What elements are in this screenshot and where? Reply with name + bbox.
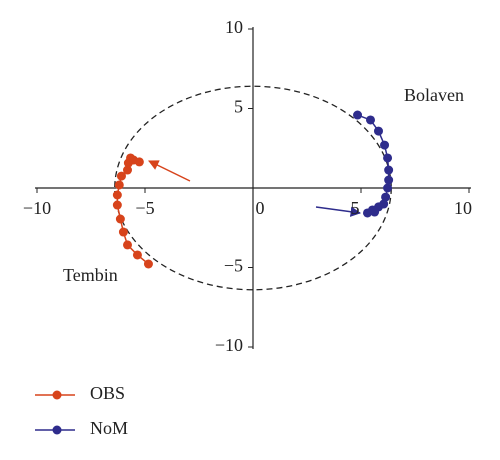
point: [384, 175, 394, 185]
arrow: [148, 160, 191, 182]
point: [383, 153, 393, 163]
point: [362, 208, 372, 218]
point: [373, 126, 383, 136]
point: [143, 259, 153, 269]
point: [380, 140, 390, 150]
point: [114, 180, 124, 190]
y-tick-label: 5: [234, 97, 243, 117]
annotation: Bolaven: [404, 85, 464, 105]
annotation: Tembin: [63, 265, 118, 285]
point: [381, 192, 391, 202]
x-tick-label: −10: [23, 198, 51, 218]
point: [383, 183, 393, 193]
legend-label: NoM: [90, 418, 128, 438]
point: [384, 165, 394, 175]
point: [134, 157, 144, 167]
point: [115, 214, 125, 224]
x-tick-label: 0: [256, 198, 265, 218]
y-tick-label: −5: [224, 256, 243, 276]
point: [112, 190, 122, 200]
y-tick-label: 10: [225, 17, 243, 37]
point: [370, 207, 380, 217]
legend-marker: [52, 425, 62, 435]
point: [116, 171, 126, 181]
point: [123, 240, 133, 250]
legend-label: OBS: [90, 383, 125, 403]
point: [353, 110, 363, 120]
legend-marker: [52, 390, 62, 400]
x-tick-label: 10: [454, 198, 472, 218]
point: [112, 200, 122, 210]
point: [118, 227, 128, 237]
point: [366, 115, 376, 125]
y-tick-label: −10: [215, 335, 243, 355]
x-tick-label: −5: [135, 198, 154, 218]
x-tick-label: 5: [351, 198, 360, 218]
point: [123, 165, 133, 175]
arrow: [315, 206, 362, 217]
point: [132, 250, 142, 260]
